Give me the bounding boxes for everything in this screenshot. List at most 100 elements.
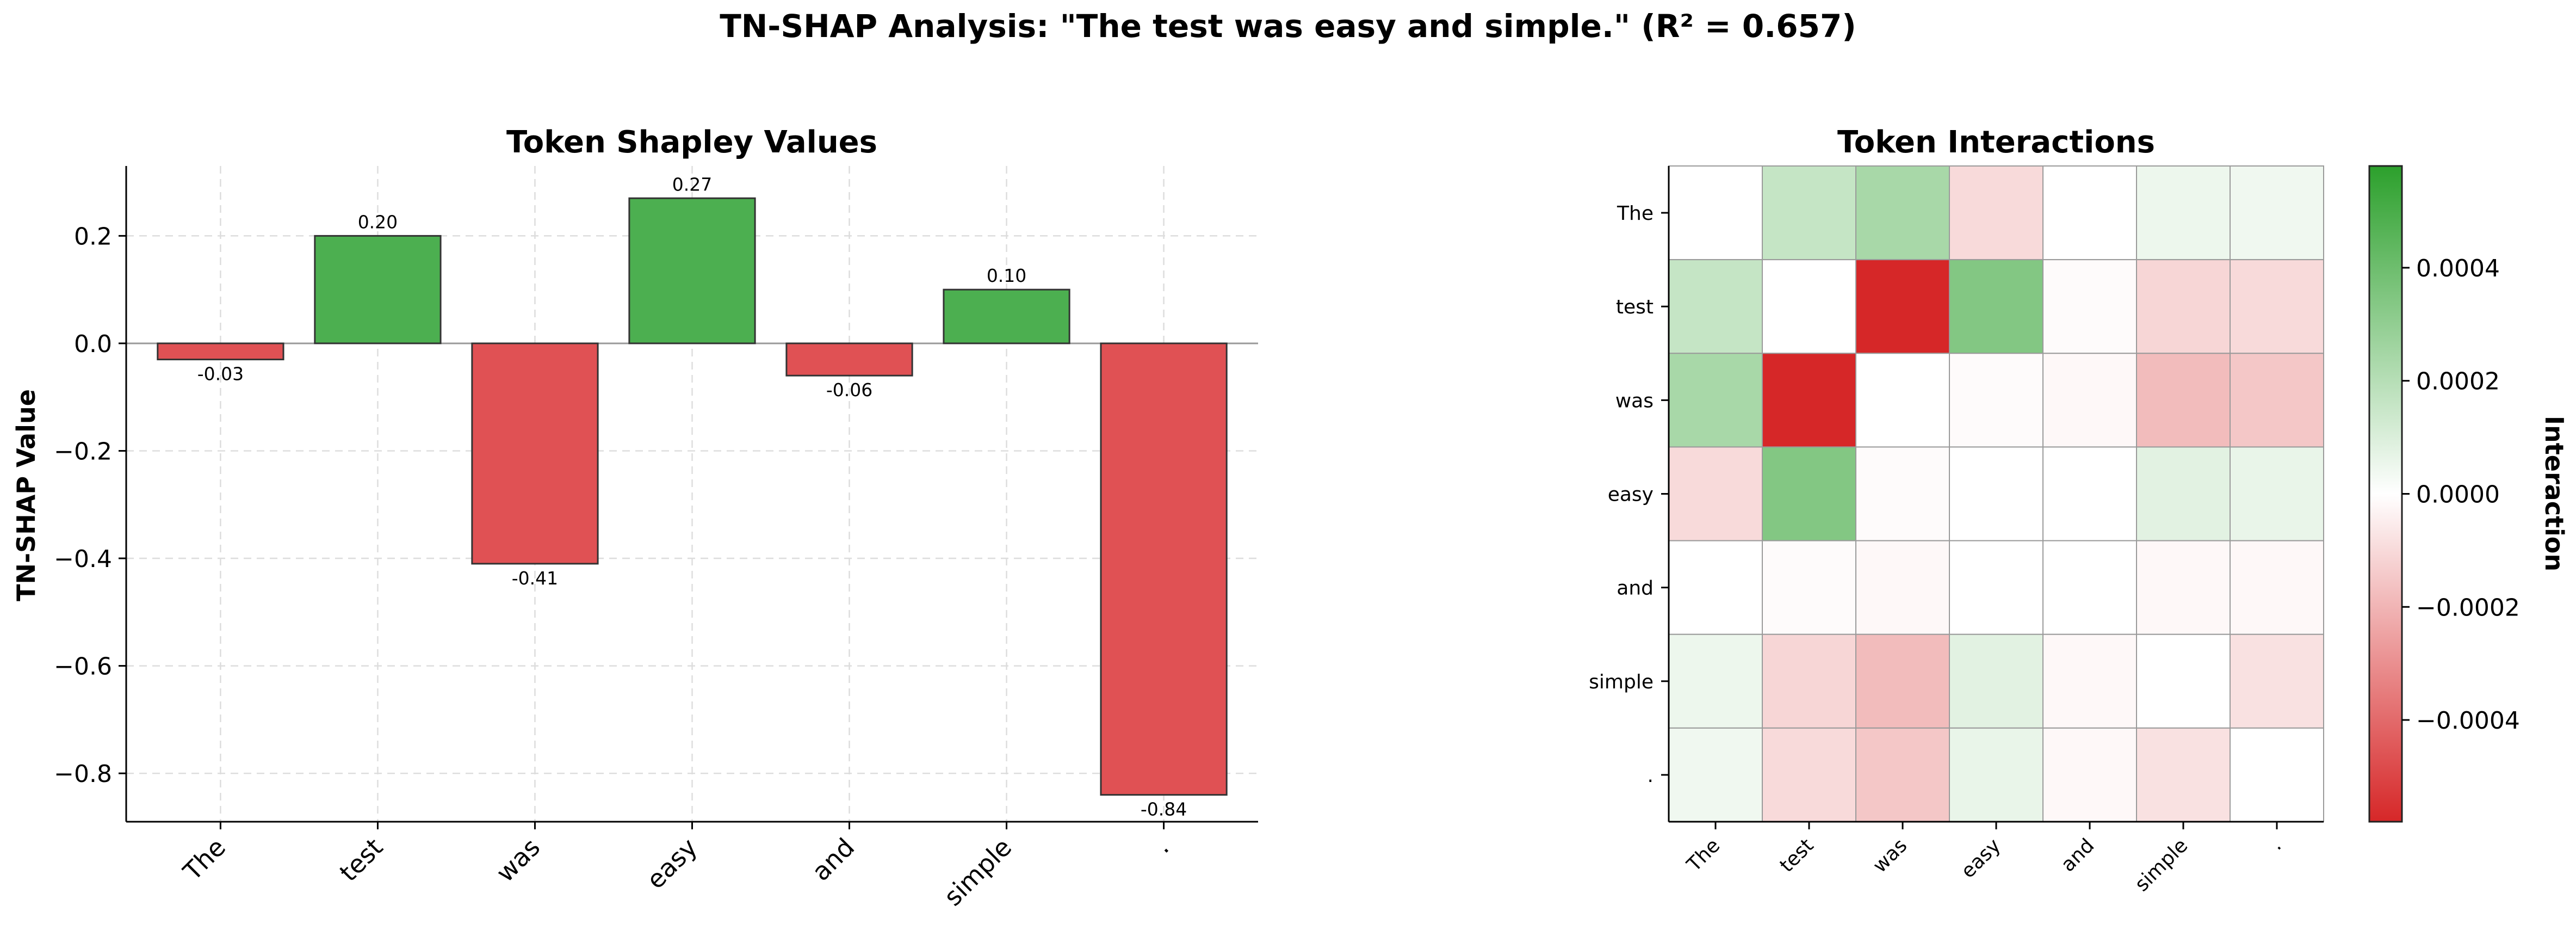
y-tick-label: −0.8 — [54, 760, 112, 788]
bar-The — [157, 342, 284, 361]
x-tick-label: test — [334, 833, 389, 888]
heatmap-cell — [2042, 446, 2137, 541]
heatmap-cell — [2136, 633, 2231, 729]
x-tick-label: easy — [641, 833, 703, 895]
heatmap-cell — [1762, 540, 1856, 635]
colorbar-tick-label: 0.0000 — [2416, 481, 2500, 509]
heatmap-cell — [2230, 727, 2324, 823]
heatmap-cell — [2136, 446, 2231, 541]
heatmap-y-ticks: The test was easy and simple. — [1589, 202, 1669, 787]
heatmap-cell — [2136, 727, 2231, 823]
heatmap-cell — [1855, 633, 1950, 729]
heatmap-y-tick-label: test — [1616, 296, 1654, 318]
heatmap-cell — [1949, 633, 2044, 729]
heatmap-cell — [1949, 259, 2044, 354]
heatmap-title: Token Interactions — [1837, 125, 2155, 160]
heatmap-cell — [2042, 165, 2137, 261]
y-tick-label: 0.2 — [74, 223, 112, 250]
heatmap-cell — [2230, 540, 2324, 635]
colorbar-tick-label: 0.0004 — [2416, 255, 2500, 282]
x-tick-label: . — [1148, 833, 1175, 859]
heatmap-x-ticks: The test was easy and simple. — [1682, 822, 2286, 896]
heatmap-cell — [1855, 353, 1950, 448]
y-tick-label: −0.2 — [54, 438, 112, 465]
heatmap-cell — [2042, 353, 2137, 448]
heatmap-cell — [1762, 353, 1856, 448]
heatmap-cell — [1762, 633, 1856, 729]
heatmap-x-tick-label: . — [2265, 834, 2286, 854]
figure-title: TN-SHAP Analysis: "The test was easy and… — [720, 8, 1856, 45]
colorbar-ticks: 0.0004 0.0002 0.0000 −0.0002 −0.0004 — [2402, 255, 2520, 735]
heatmap-cell — [1668, 353, 1763, 448]
y-tick-label: −0.6 — [54, 653, 112, 681]
bar-period — [1100, 342, 1228, 796]
heatmap-cell — [2136, 540, 2231, 635]
heatmap-y-tick-label: simple — [1589, 671, 1654, 693]
heatmap-cell — [2230, 259, 2324, 354]
bar-easy — [628, 197, 756, 344]
heatmap-cell — [2230, 353, 2324, 448]
heatmap-cell — [1949, 353, 2044, 448]
heatmap-y-tick-label: The — [1617, 202, 1654, 225]
bar-value-label: 0.27 — [672, 174, 712, 195]
bar-value-label: -0.06 — [826, 379, 872, 401]
heatmap-cell — [2136, 259, 2231, 354]
heatmap-cell — [2042, 540, 2137, 635]
heatmap-cell — [2042, 727, 2137, 823]
bar-value-label: -0.03 — [197, 364, 244, 385]
colorbar-tick-label: −0.0004 — [2416, 707, 2520, 735]
heatmap-x-tick-label: and — [2057, 834, 2098, 876]
heatmap-cell — [1762, 165, 1856, 261]
x-tick-label: simple — [938, 833, 1018, 912]
bar-simple — [943, 288, 1070, 344]
bar-chart-x-ticks: The test was easy and simple. — [177, 822, 1175, 912]
bar-value-label: 0.20 — [358, 211, 398, 232]
heatmap-cell — [1855, 446, 1950, 541]
heatmap-cell — [1668, 446, 1763, 541]
y-tick-label: 0.0 — [74, 330, 112, 358]
heatmap-cell — [2136, 165, 2231, 261]
heatmap-cell — [2230, 446, 2324, 541]
bar-was — [471, 342, 599, 565]
heatmap-cell — [1855, 259, 1950, 354]
heatmap-x-tick-label: The — [1682, 834, 1724, 876]
heatmap-cell — [1668, 165, 1763, 261]
colorbar-tick-label: −0.0002 — [2416, 594, 2520, 621]
bar-chart-title: Token Shapley Values — [506, 125, 877, 160]
heatmap-y-tick-label: . — [1648, 765, 1654, 787]
heatmap-cell — [2042, 259, 2137, 354]
heatmap-cell — [1668, 727, 1763, 823]
colorbar-gradient — [2368, 165, 2403, 823]
heatmap-cell — [1762, 446, 1856, 541]
heatmap-cell — [1949, 446, 2044, 541]
y-tick-label: −0.4 — [54, 545, 112, 573]
heatmap-cell — [1855, 540, 1950, 635]
heatmap-cell — [1668, 540, 1763, 635]
heatmap-y-tick-label: and — [1617, 577, 1654, 600]
heatmap-cell — [2230, 633, 2324, 729]
heatmap-x-tick-label: easy — [1957, 834, 2005, 883]
heatmap-x-tick-label: simple — [2131, 834, 2192, 896]
bar-chart-ylabel: TN-SHAP Value — [11, 389, 41, 601]
heatmap-cells — [1668, 165, 2324, 823]
bar-value-label: -0.41 — [512, 568, 558, 589]
colorbar-label: Interaction — [2540, 416, 2569, 571]
heatmap-cell — [2136, 353, 2231, 448]
heatmap-y-tick-label: was — [1615, 390, 1654, 412]
heatmap-cell — [2230, 165, 2324, 261]
heatmap-y-tick-label: easy — [1608, 484, 1654, 506]
heatmap-cell — [1855, 727, 1950, 823]
heatmap-cell — [1855, 165, 1950, 261]
heatmap-cell — [2042, 633, 2137, 729]
bar-test — [314, 235, 442, 344]
heatmap-cell — [1949, 540, 2044, 635]
heatmap-x-tick-label: was — [1869, 834, 1912, 877]
bar-marks: -0.03 0.20 -0.41 0.27 -0.06 0.10 -0.84 — [157, 174, 1228, 820]
bar-chart-y-ticks: 0.2 0.0 −0.2 −0.4 −0.6 −0.8 — [54, 223, 126, 788]
bar-value-label: -0.84 — [1141, 799, 1187, 820]
bar-and — [785, 342, 913, 377]
x-tick-label: was — [491, 833, 546, 888]
heatmap-cell — [1668, 633, 1763, 729]
bar-value-label: 0.10 — [987, 265, 1026, 286]
